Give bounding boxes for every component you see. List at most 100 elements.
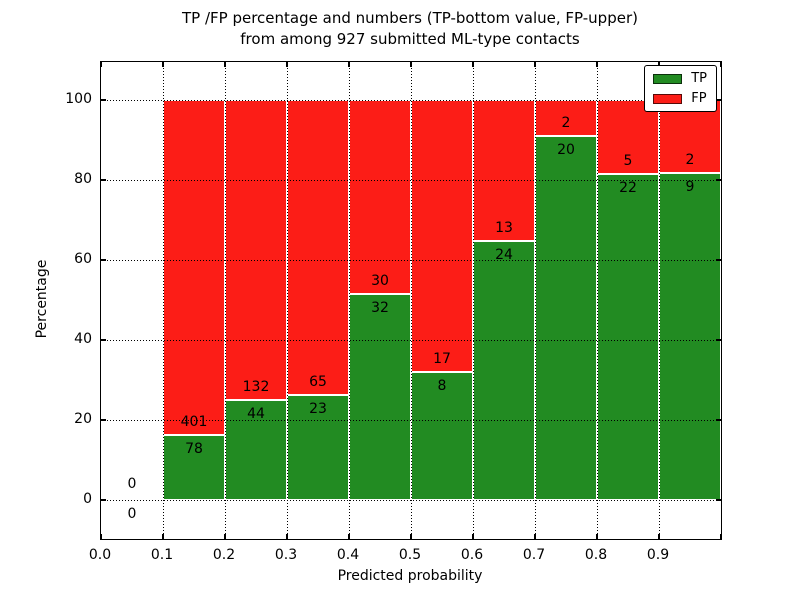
bar-segment-fp [349,100,411,294]
tp-count-label: 9 [685,178,695,195]
x-tick-mark [534,62,536,67]
x-tick-mark [100,62,102,67]
x-tick-mark [162,534,164,539]
y-tick-mark [716,419,721,421]
bar-segment-tp [225,400,287,500]
y-tick-label: 40 [74,331,92,347]
fp-count-label: 132 [242,379,270,395]
bar-segment-fp [163,100,225,435]
fp-count-label: 13 [495,219,513,236]
x-tick-mark [472,534,474,539]
x-tick-mark [286,62,288,67]
x-tick-mark [100,534,102,539]
x-tick-label: 0.5 [398,547,422,563]
fp-count-label: 5 [623,153,633,170]
bar-segment-fp [287,100,349,396]
v-gridline [658,62,660,539]
bar-segment-tp [473,240,535,500]
x-tick-mark [224,534,226,539]
bar-segment-tp [597,174,659,500]
bar-segment-tp [287,395,349,500]
x-tick-mark [596,534,598,539]
x-tick-mark [410,534,412,539]
y-tick-mark [101,339,106,341]
plot-area: TP FP 0 0 401 78 132 44 65 23 30 32 17 8 13 24 2 20 5 22 2… [100,61,722,540]
v-gridline [472,62,474,539]
x-tick-label: 0.8 [584,547,608,563]
y-tick-mark [716,99,721,101]
x-tick-mark [596,62,598,67]
y-tick-label: 20 [74,411,92,427]
tp-count-label: 32 [371,299,389,316]
chart-title: TP /FP percentage and numbers (TP-bottom… [100,8,720,50]
chart-title-line1: TP /FP percentage and numbers (TP-bottom… [182,9,638,27]
x-tick-mark [224,62,226,67]
v-gridline [596,62,598,539]
bar-segment-fp [473,100,535,241]
x-tick-label: 0.2 [212,547,236,563]
legend-label-tp: TP [691,71,707,86]
v-gridline [534,62,536,539]
fp-swatch-icon [653,93,683,104]
y-tick-mark [101,259,106,261]
tp-count-label: 23 [309,401,327,418]
bar-segment-tp [535,136,597,500]
y-tick-label: 100 [65,91,92,107]
fp-count-label: 65 [309,374,327,391]
v-gridline [224,62,226,539]
y-tick-label: 60 [74,251,92,267]
v-gridline [162,62,164,539]
bar-segment-tp [659,172,721,500]
fp-count-label: 401 [180,413,208,430]
x-tick-mark [658,534,660,539]
y-tick-mark [101,179,106,181]
legend-label-fp: FP [691,91,707,106]
tp-count-label: 22 [619,180,637,197]
y-tick-mark [716,259,721,261]
x-tick-label: 0.6 [460,547,484,563]
y-tick-mark [716,179,721,181]
tp-count-label: 44 [247,406,265,422]
bar-segment-fp [225,100,287,400]
x-tick-mark [472,62,474,67]
x-tick-label: 0.7 [522,547,546,563]
x-tick-label: 0.4 [336,547,360,563]
x-tick-mark [348,534,350,539]
v-gridline [348,62,350,539]
y-tick-label: 80 [74,171,92,187]
fp-count-label: 0 [127,476,137,492]
x-tick-label: 0.9 [646,547,670,563]
x-tick-label: 0.0 [88,547,112,563]
tp-swatch-icon [653,73,683,84]
v-gridline [410,62,412,539]
bar-segment-tp [163,434,225,500]
x-tick-label: 0.3 [274,547,298,563]
fp-count-label: 17 [433,351,451,367]
bar-segment-tp [349,293,411,500]
x-tick-mark [286,534,288,539]
x-tick-mark [658,62,660,67]
fp-count-label: 2 [561,115,571,132]
chart-title-line2: from among 927 submitted ML-type contact… [240,30,580,48]
y-tick-mark [101,499,106,501]
fp-count-label: 30 [371,272,389,289]
bar-segment-fp [411,100,473,372]
y-tick-mark [101,419,106,421]
x-tick-mark [162,62,164,67]
y-tick-mark [716,499,721,501]
x-tick-mark [410,62,412,67]
tp-count-label: 8 [437,378,447,394]
x-axis-label: Predicted probability [337,568,483,584]
tp-count-label: 24 [495,246,513,263]
y-tick-label: 0 [83,491,92,507]
bar-segment-fp [597,100,659,175]
legend-item-fp: FP [653,92,707,105]
legend: TP FP [644,65,717,112]
tp-count-label: 78 [185,440,203,457]
tp-count-label: 20 [557,142,575,159]
x-tick-mark [348,62,350,67]
fp-count-label: 2 [685,151,695,168]
y-tick-mark [101,99,106,101]
y-tick-mark [716,339,721,341]
